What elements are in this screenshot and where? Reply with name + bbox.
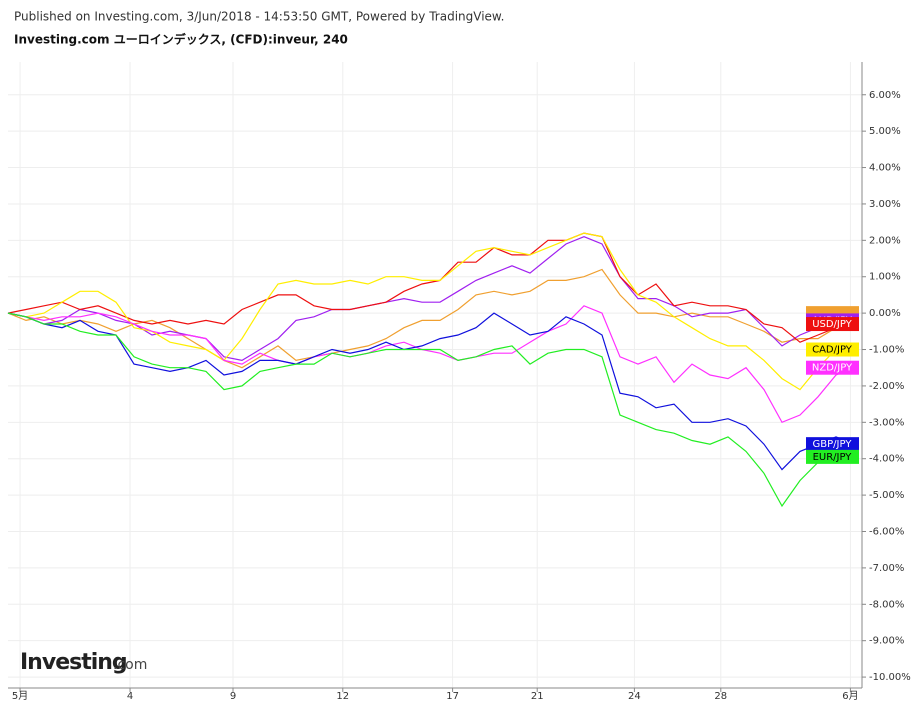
lines — [7, 232, 855, 508]
series-line — [7, 305, 855, 424]
y-tick-label: -3.00% — [869, 417, 904, 428]
x-tick-label: 24 — [628, 691, 641, 702]
y-tick-label: -9.00% — [869, 636, 904, 647]
legend-label: USD/JPY — [812, 319, 852, 330]
x-tick-label: 5月 — [12, 690, 28, 702]
y-tick-label: -5.00% — [869, 490, 904, 501]
watermark-brand: Investing — [20, 650, 127, 675]
x-tick-label: 17 — [446, 691, 459, 702]
y-tick-label: 4.00% — [869, 163, 901, 174]
series-line — [7, 268, 855, 369]
legend-tag — [806, 449, 859, 464]
y-tick-label: -10.00% — [869, 672, 911, 683]
legend-label: CAD/JPY — [812, 345, 853, 356]
y-tick-label: 1.00% — [869, 272, 901, 283]
series-line — [7, 312, 855, 508]
legend-label: NZD/JPY — [812, 363, 853, 374]
tags: AUD/JPYUSD/JPYCAD/JPYNZD/JPYGBP/JPYEUR/J… — [806, 306, 859, 464]
watermark-suffix: .com — [113, 657, 147, 673]
y-tick-label: 0.00% — [869, 308, 901, 319]
y-tick-label: -6.00% — [869, 527, 904, 538]
legend-tag — [806, 317, 859, 332]
x-tick-label: 12 — [336, 691, 349, 702]
x-tick-label: 9 — [230, 691, 236, 702]
y-tick-label: -7.00% — [869, 563, 904, 574]
x-tick-label: 28 — [714, 691, 727, 702]
legend-tag — [806, 360, 859, 375]
series-line — [7, 236, 854, 362]
x-tick-label: 6月 — [842, 690, 858, 702]
x-tick-label: 4 — [127, 691, 133, 702]
published-note: Published on Investing.com, 3/Jun/2018 -… — [14, 10, 504, 24]
series-line — [7, 312, 855, 471]
y-tick-label: 2.00% — [869, 235, 901, 246]
y-tick-label: -4.00% — [869, 454, 904, 465]
y-tick-label: 3.00% — [869, 199, 901, 210]
y-tick-label: 6.00% — [869, 90, 901, 101]
y-tick-label: -1.00% — [869, 345, 904, 356]
series-line — [7, 232, 855, 343]
chart-title: Investing.com ユーロインデックス, (CFD):inveur, 2… — [14, 32, 348, 47]
legend-label: GBP/JPY — [813, 439, 853, 450]
legend-tag — [806, 342, 859, 357]
legend-tag — [806, 437, 859, 452]
y-tick-label: -2.00% — [869, 381, 904, 392]
y-tick-label: 5.00% — [869, 126, 901, 137]
grid — [8, 62, 866, 692]
x-tick-label: 21 — [531, 691, 544, 702]
legend-label: EUR/JPY — [813, 452, 853, 463]
y-tick-label: -8.00% — [869, 599, 904, 610]
